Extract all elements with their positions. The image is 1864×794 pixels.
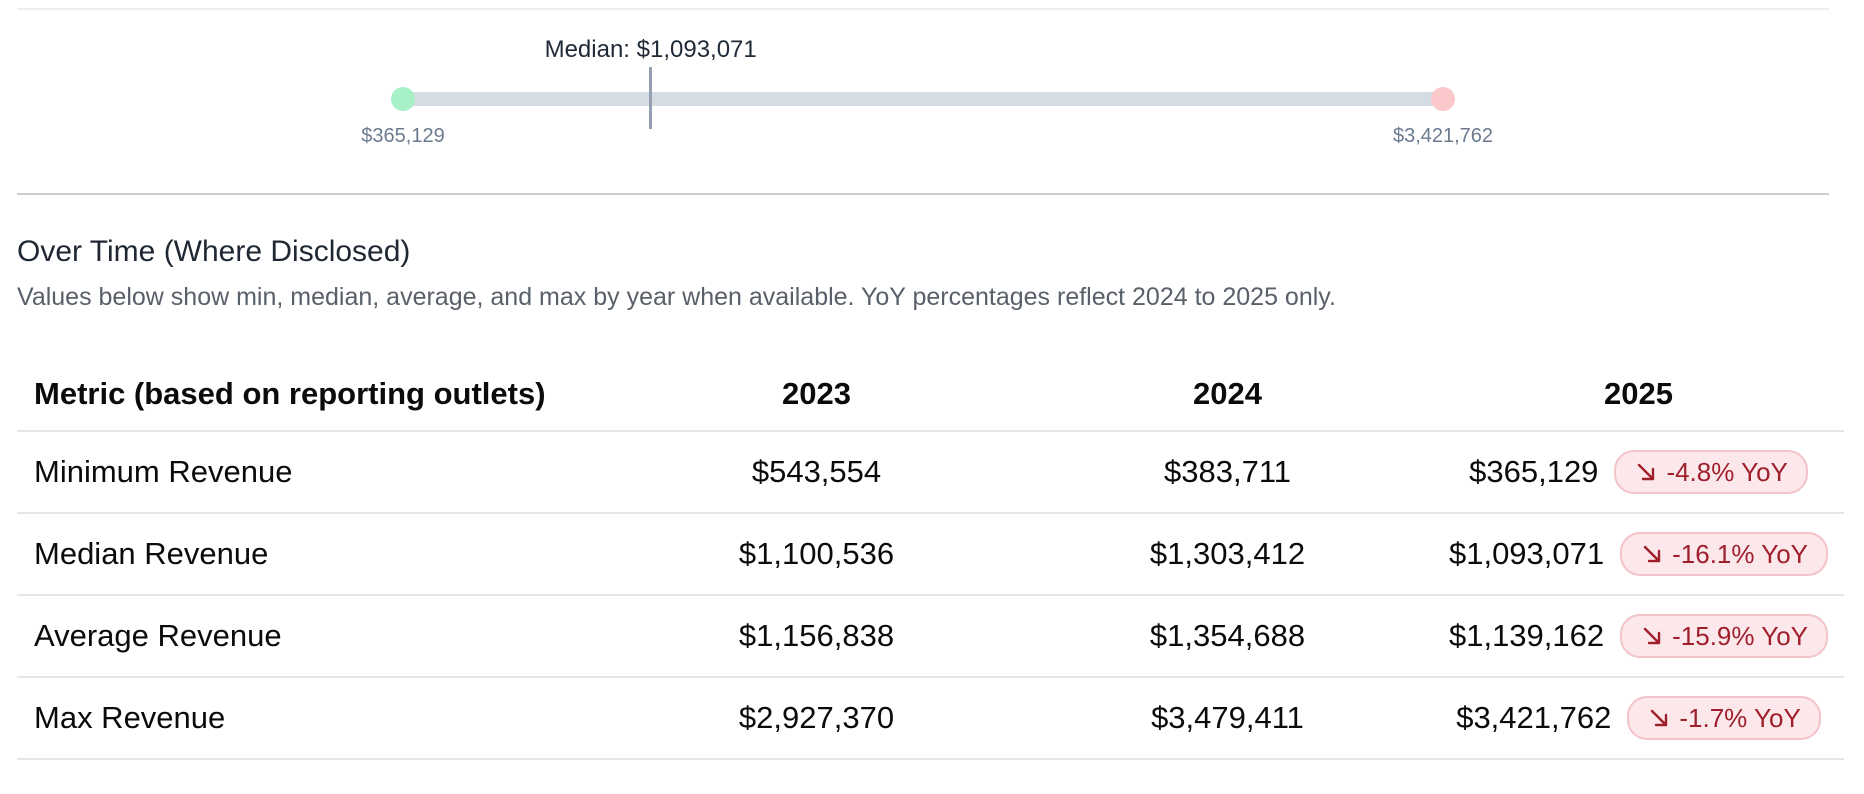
range-max-dot xyxy=(1431,87,1455,111)
trend-down-arrow-icon xyxy=(1643,545,1661,563)
value-2025: $365,129 xyxy=(1469,454,1599,489)
revenue-range-bar: Median: $1,093,071 $365,129 $3,421,762 xyxy=(17,10,1829,194)
trend-down-arrow-icon xyxy=(1651,709,1668,727)
value-2025: $1,093,071 xyxy=(1448,536,1605,571)
section-title: Over Time (Where Disclosed) xyxy=(17,235,411,268)
value-2025-wrap: $3,421,762 -1.7% YoY xyxy=(1433,696,1844,740)
trend-down-arrow-icon xyxy=(1638,463,1655,481)
revenue-over-time-table: Metric (based on reporting outlets) 2023… xyxy=(17,358,1844,760)
value-2025-cell: $1,139,162 -15.9% YoY xyxy=(1433,595,1844,678)
section-divider xyxy=(17,193,1829,195)
yoy-badge: -4.8% YoY xyxy=(1614,450,1808,494)
value-2025: $3,421,762 xyxy=(1456,700,1612,735)
header-metric: Metric (based on reporting outlets) xyxy=(17,358,611,432)
value-2025-cell: $3,421,762 -1.7% YoY xyxy=(1433,677,1844,760)
header-2025: 2025 xyxy=(1433,358,1844,432)
median-label: Median: $1,093,071 xyxy=(544,36,757,63)
table-row: Median Revenue $1,100,536 $1,303,412 $1,093… xyxy=(17,513,1844,596)
header-2024: 2024 xyxy=(1022,358,1433,432)
value-2024: $1,354,688 xyxy=(1022,595,1433,678)
yoy-text: -1.7% YoY xyxy=(1679,702,1801,733)
trend-down-arrow-icon xyxy=(1643,627,1661,645)
value-2025-cell: $1,093,071 -16.1% YoY xyxy=(1433,513,1844,596)
top-divider xyxy=(17,8,1829,10)
value-2023: $1,100,536 xyxy=(611,513,1022,596)
value-2023: $543,554 xyxy=(611,431,1022,514)
yoy-badge: -1.7% YoY xyxy=(1627,696,1821,740)
range-max-label: $3,421,762 xyxy=(1392,125,1494,147)
table-header-row: Metric (based on reporting outlets) 2023… xyxy=(17,358,1844,432)
section-description: Values below show min, median, average, … xyxy=(17,283,1336,311)
range-min-dot xyxy=(391,87,415,111)
value-2024: $3,479,411 xyxy=(1022,677,1433,760)
yoy-text: -4.8% YoY xyxy=(1666,456,1788,487)
metric-name: Minimum Revenue xyxy=(17,431,611,514)
metric-name: Median Revenue xyxy=(17,513,611,596)
value-2024: $383,711 xyxy=(1022,431,1433,514)
metric-name: Max Revenue xyxy=(17,677,611,760)
table-row: Average Revenue $1,156,838 $1,354,688 $1,13… xyxy=(17,595,1844,678)
median-marker xyxy=(649,67,653,129)
yoy-text: -15.9% YoY xyxy=(1672,620,1809,651)
yoy-badge: -16.1% YoY xyxy=(1620,532,1829,576)
value-2023: $2,927,370 xyxy=(611,677,1022,760)
yoy-badge: -15.9% YoY xyxy=(1620,614,1829,658)
table-row: Minimum Revenue $543,554 $383,711 $365,129 -… xyxy=(17,431,1844,514)
yoy-text: -16.1% YoY xyxy=(1672,538,1809,569)
value-2024: $1,303,412 xyxy=(1022,513,1433,596)
table-row: Max Revenue $2,927,370 $3,479,411 $3,421,76… xyxy=(17,677,1844,760)
header-2023: 2023 xyxy=(611,358,1022,432)
value-2025-wrap: $365,129 -4.8% YoY xyxy=(1433,450,1844,494)
value-2025: $1,139,162 xyxy=(1448,618,1605,653)
value-2025-wrap: $1,093,071 -16.1% YoY xyxy=(1433,532,1844,576)
value-2023: $1,156,838 xyxy=(611,595,1022,678)
metric-name: Average Revenue xyxy=(17,595,611,678)
range-min-label: $365,129 xyxy=(361,125,445,147)
value-2025-cell: $365,129 -4.8% YoY xyxy=(1433,431,1844,514)
range-track xyxy=(403,92,1443,106)
value-2025-wrap: $1,139,162 -15.9% YoY xyxy=(1433,614,1844,658)
